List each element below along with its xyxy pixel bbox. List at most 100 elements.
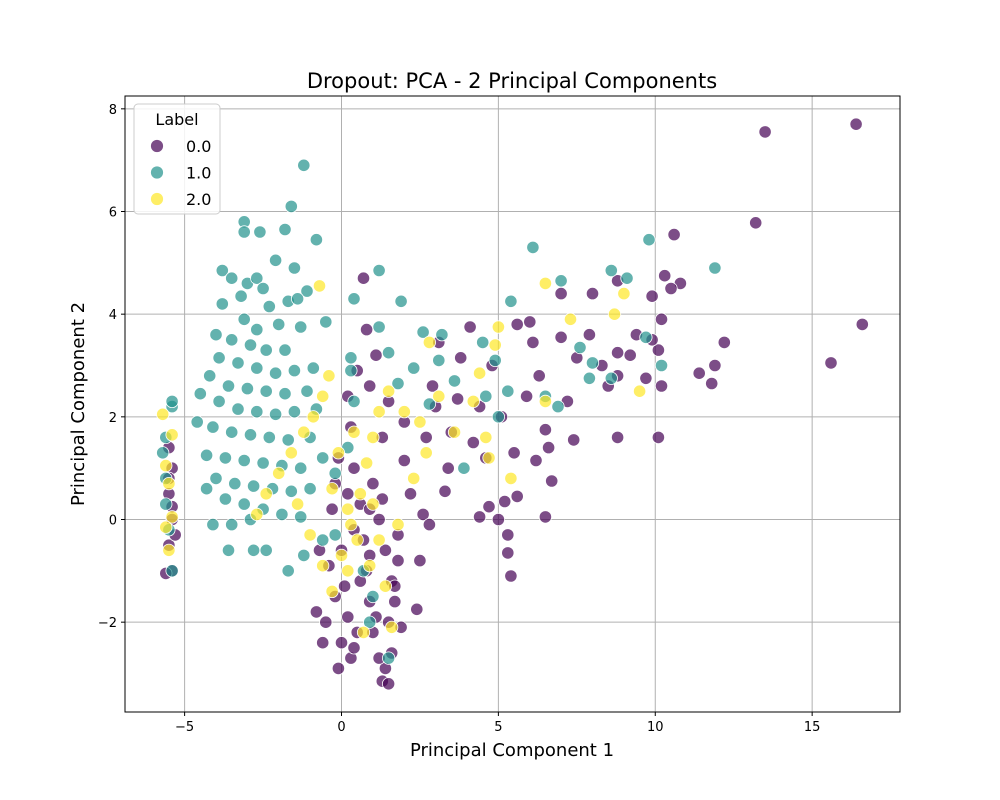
data-point — [519, 389, 534, 403]
data-point — [510, 489, 524, 503]
data-point — [268, 366, 283, 380]
data-point — [250, 322, 264, 337]
data-point — [278, 387, 292, 401]
data-point — [378, 543, 392, 557]
data-point — [287, 405, 301, 419]
data-point — [419, 446, 433, 460]
data-point — [623, 348, 637, 362]
data-point — [225, 333, 239, 347]
data-point — [228, 476, 242, 491]
data-point — [501, 546, 515, 560]
data-point — [705, 376, 719, 391]
data-point — [554, 274, 568, 288]
legend-marker — [150, 165, 164, 180]
data-point — [309, 605, 323, 619]
data-point — [281, 433, 295, 447]
data-point — [658, 269, 672, 283]
data-point — [300, 384, 314, 398]
data-point — [256, 456, 270, 470]
data-point — [275, 507, 289, 522]
data-point — [165, 428, 179, 442]
data-point — [454, 351, 468, 365]
data-point — [855, 317, 869, 331]
data-point — [541, 440, 556, 455]
data-point — [341, 502, 355, 516]
data-point — [372, 263, 386, 278]
legend-label: 2.0 — [186, 190, 211, 209]
data-point — [225, 271, 239, 285]
data-point — [482, 500, 496, 514]
data-point — [366, 497, 380, 511]
data-point — [341, 487, 355, 501]
data-point — [347, 461, 361, 475]
data-point — [504, 569, 518, 583]
data-point — [347, 425, 361, 439]
x-tick-label: 10 — [647, 720, 664, 735]
data-point — [156, 446, 170, 460]
data-point — [604, 263, 618, 278]
data-point — [413, 553, 427, 568]
data-point — [347, 394, 361, 408]
data-point — [488, 353, 502, 367]
data-point — [272, 317, 286, 331]
data-point — [356, 625, 371, 640]
data-point — [538, 276, 553, 290]
data-point — [337, 579, 352, 593]
data-point — [300, 284, 314, 298]
data-point — [316, 533, 330, 547]
data-point — [319, 315, 333, 329]
data-point — [294, 320, 308, 334]
data-point — [165, 564, 179, 578]
data-point — [290, 292, 305, 306]
data-point — [316, 389, 330, 403]
data-point — [476, 335, 490, 349]
data-point — [610, 346, 625, 360]
data-point — [316, 559, 330, 573]
data-point — [325, 502, 339, 516]
data-point — [422, 397, 436, 411]
data-point — [262, 430, 276, 444]
data-point — [334, 636, 349, 650]
data-point — [206, 420, 220, 434]
data-point — [372, 533, 386, 547]
data-point — [604, 371, 618, 385]
data-point — [381, 677, 396, 691]
data-point — [259, 384, 273, 398]
data-point — [457, 461, 471, 475]
data-point — [407, 471, 421, 485]
data-point — [350, 533, 364, 547]
data-point — [268, 407, 283, 421]
y-tick-label: 6 — [109, 206, 117, 221]
x-tick-label: 5 — [494, 720, 502, 735]
data-point — [416, 507, 430, 522]
data-point — [498, 494, 512, 509]
data-point — [209, 471, 223, 485]
data-point — [250, 361, 264, 375]
data-point — [651, 430, 666, 444]
data-point — [639, 371, 653, 385]
data-point — [582, 328, 597, 342]
data-point — [381, 384, 396, 398]
data-point — [259, 343, 273, 357]
data-point — [243, 428, 258, 442]
data-point — [328, 528, 342, 542]
data-point — [221, 379, 236, 393]
data-point — [632, 384, 647, 398]
data-point — [510, 317, 524, 331]
data-point — [545, 474, 559, 488]
data-point — [692, 366, 706, 380]
data-point — [664, 281, 678, 296]
data-point — [523, 315, 537, 329]
data-point — [654, 312, 669, 326]
data-point — [526, 240, 540, 254]
data-point — [159, 520, 173, 534]
data-point — [200, 482, 214, 496]
data-point — [159, 497, 173, 511]
data-point — [331, 661, 345, 676]
y-tick-label: −2 — [98, 616, 117, 631]
x-tick-label: −5 — [175, 720, 194, 735]
data-point — [585, 356, 600, 370]
data-point — [278, 343, 292, 357]
data-point — [231, 356, 245, 370]
data-point — [328, 466, 342, 480]
